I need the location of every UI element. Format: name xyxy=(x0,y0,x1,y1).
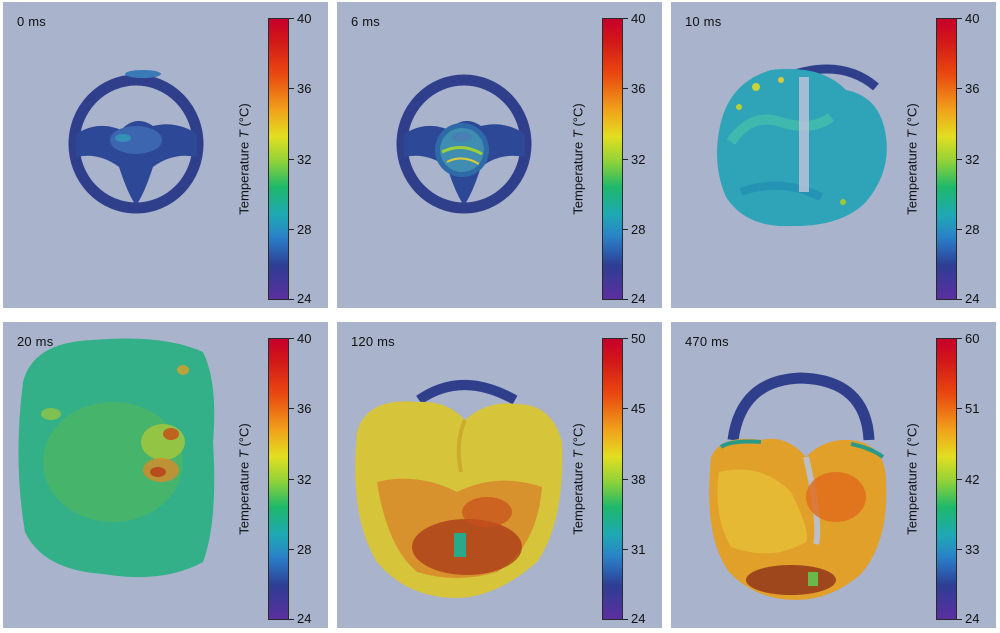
color-bar-title: Temperature T (°C) xyxy=(904,103,920,215)
airbag-image xyxy=(18,338,215,578)
tick-label: 36 xyxy=(631,81,646,96)
color-bar-title: Temperature T (°C) xyxy=(570,423,586,535)
tick-label: 32 xyxy=(631,152,646,167)
tick-label: 28 xyxy=(297,542,312,557)
color-bar-title: Temperature T (°C) xyxy=(570,103,586,215)
tick-label: 24 xyxy=(965,611,980,626)
tick-label: 51 xyxy=(965,401,980,416)
tick-label: 28 xyxy=(631,222,646,237)
tick xyxy=(623,549,628,550)
tick xyxy=(289,549,294,550)
time-label: 120 ms xyxy=(351,334,395,349)
panel-6ms: 6 ms 40 36 32 28 24 Temperature T (°C) xyxy=(337,2,662,308)
tick xyxy=(957,88,962,89)
tick xyxy=(957,159,962,160)
tick xyxy=(957,299,962,300)
time-label: 10 ms xyxy=(685,14,722,29)
panel-0ms: 0 ms 40 36 32 28 24 Temperature T (°C) xyxy=(3,2,328,308)
tick xyxy=(957,229,962,230)
color-bar xyxy=(936,18,957,300)
tick-label: 36 xyxy=(297,81,312,96)
color-bar xyxy=(936,338,957,620)
tick-label: 38 xyxy=(631,472,646,487)
panel-120ms: 120 ms 50 45 38 31 24 Temperature T (°C) xyxy=(337,322,662,628)
tick xyxy=(623,18,628,19)
tick xyxy=(289,18,294,19)
tick-label: 31 xyxy=(631,542,646,557)
color-bar xyxy=(268,18,289,300)
tick-label: 50 xyxy=(631,331,646,346)
color-bar-title: Temperature T (°C) xyxy=(904,423,920,535)
color-bar-title: Temperature T (°C) xyxy=(236,103,252,215)
tick xyxy=(957,338,962,339)
tick xyxy=(957,18,962,19)
time-label: 470 ms xyxy=(685,334,729,349)
color-bar xyxy=(602,18,623,300)
time-label: 20 ms xyxy=(17,334,54,349)
steering-wheel-image xyxy=(396,74,532,214)
tick xyxy=(623,88,628,89)
tick xyxy=(289,159,294,160)
tick xyxy=(623,299,628,300)
time-label: 0 ms xyxy=(17,14,46,29)
tick xyxy=(957,479,962,480)
tick-label: 24 xyxy=(297,611,312,626)
color-bar-title: Temperature T (°C) xyxy=(236,423,252,535)
tick xyxy=(289,338,294,339)
tick-label: 32 xyxy=(965,152,980,167)
airbag-image xyxy=(355,380,563,598)
tick-label: 24 xyxy=(631,611,646,626)
tick xyxy=(289,619,294,620)
tick-label: 42 xyxy=(965,472,980,487)
tick xyxy=(623,479,628,480)
tick xyxy=(623,159,628,160)
tick-label: 40 xyxy=(631,11,646,26)
tick-label: 24 xyxy=(965,291,980,306)
tick xyxy=(289,408,294,409)
tick xyxy=(623,229,628,230)
tick-label: 32 xyxy=(297,472,312,487)
tick-label: 40 xyxy=(965,11,980,26)
color-bar xyxy=(268,338,289,620)
tick xyxy=(289,479,294,480)
tick-label: 36 xyxy=(965,81,980,96)
panel-470ms: 470 ms 60 51 42 33 24 Temperature T (°C) xyxy=(671,322,996,628)
panel-20ms: 20 ms 40 36 32 28 24 Temperature T (°C) xyxy=(3,322,328,628)
tick xyxy=(289,299,294,300)
airbag-image xyxy=(709,372,887,600)
tick-label: 28 xyxy=(297,222,312,237)
tick xyxy=(289,229,294,230)
tick-label: 33 xyxy=(965,542,980,557)
panel-10ms: 10 ms 40 36 32 28 24 Temperature T (°C) xyxy=(671,2,996,308)
tick xyxy=(623,408,628,409)
tick-label: 40 xyxy=(297,11,312,26)
tick xyxy=(289,88,294,89)
tick-label: 32 xyxy=(297,152,312,167)
tick-label: 60 xyxy=(965,331,980,346)
tick xyxy=(957,619,962,620)
tick xyxy=(957,549,962,550)
color-bar xyxy=(602,338,623,620)
tick-label: 40 xyxy=(297,331,312,346)
tick-label: 36 xyxy=(297,401,312,416)
tick xyxy=(623,338,628,339)
airbag-image xyxy=(717,64,887,227)
tick-label: 45 xyxy=(631,401,646,416)
tick-label: 24 xyxy=(297,291,312,306)
tick-label: 28 xyxy=(965,222,980,237)
steering-wheel-image xyxy=(68,70,204,214)
time-label: 6 ms xyxy=(351,14,380,29)
tick-label: 24 xyxy=(631,291,646,306)
tick xyxy=(957,408,962,409)
tick xyxy=(623,619,628,620)
